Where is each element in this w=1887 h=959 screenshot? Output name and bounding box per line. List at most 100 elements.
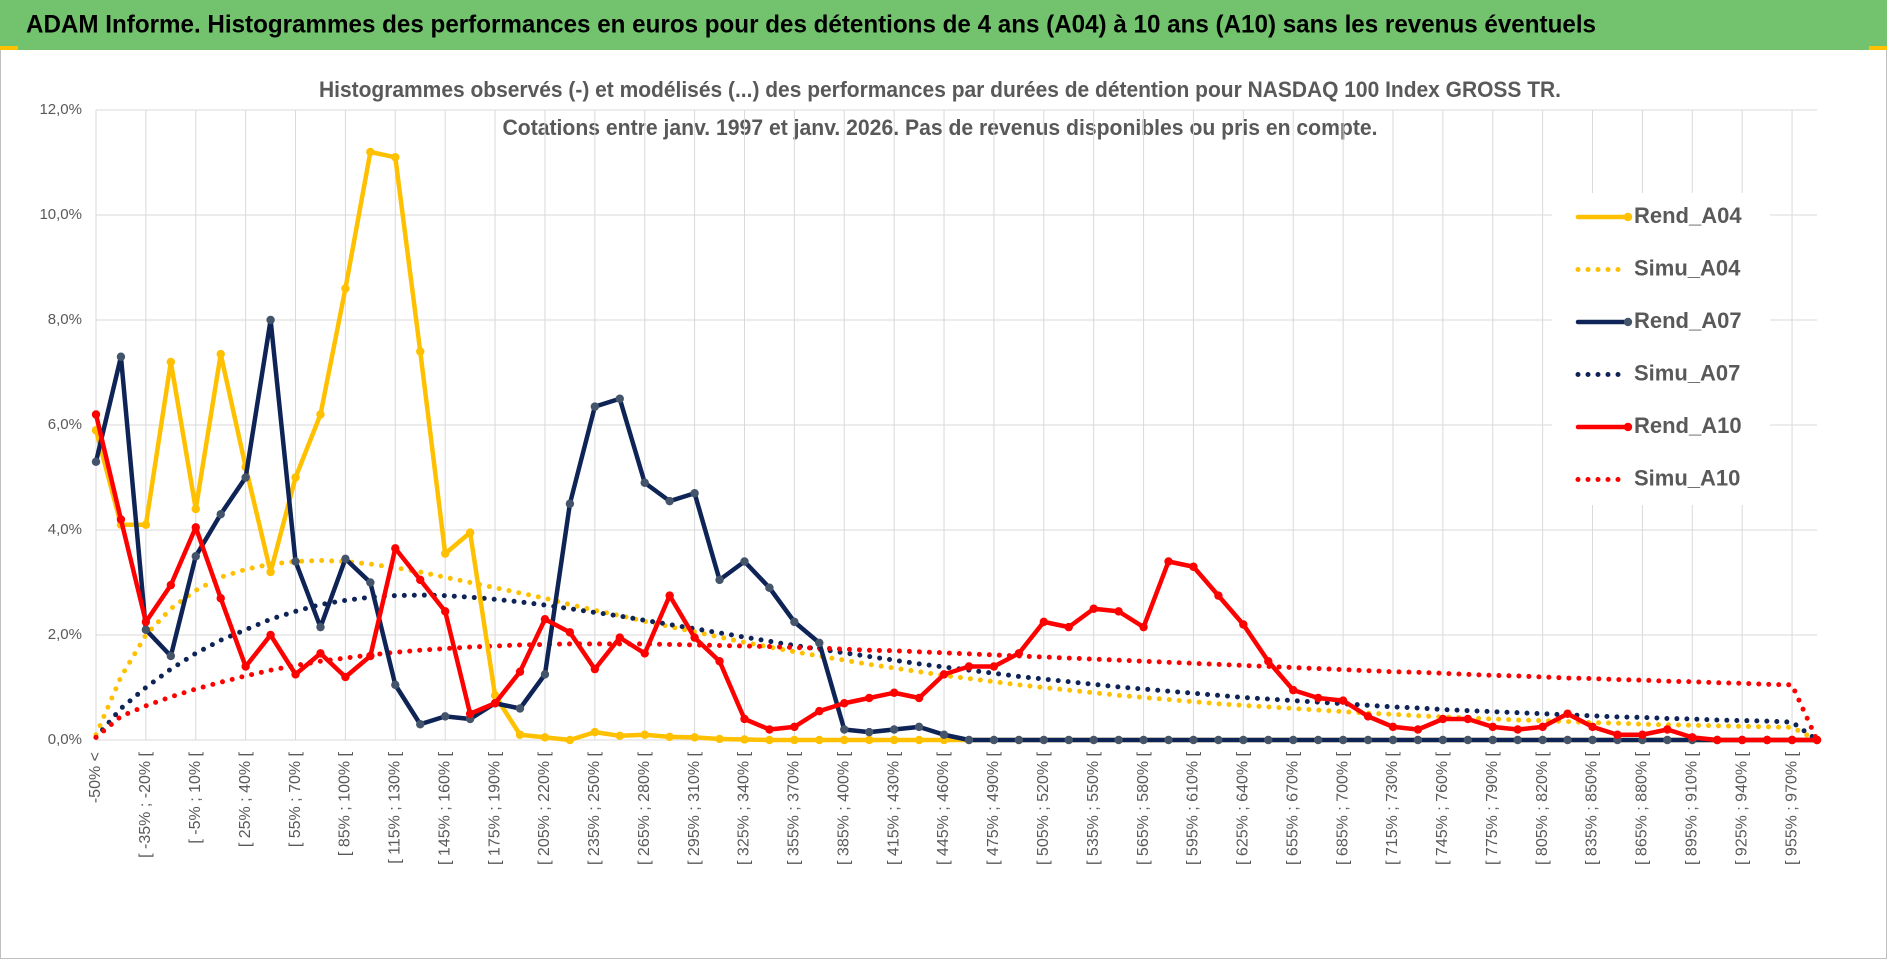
- point: [515, 667, 525, 676]
- point: [1363, 712, 1373, 721]
- point: [266, 315, 275, 325]
- point: [790, 722, 799, 732]
- point: [141, 520, 151, 529]
- point: [465, 709, 475, 718]
- x-tick-label: [ 205% ; 220% [: [536, 751, 553, 865]
- point: [1713, 735, 1722, 745]
- point: [1289, 685, 1298, 695]
- point: [241, 473, 250, 482]
- point: [565, 628, 575, 637]
- x-tick-label: [ -35% ; -20% [: [137, 751, 154, 857]
- point: [291, 670, 300, 679]
- point: [1114, 607, 1123, 616]
- point: [316, 649, 325, 658]
- point: [989, 735, 999, 745]
- point: [815, 706, 824, 716]
- point: [615, 731, 624, 740]
- point: [615, 633, 624, 642]
- point: [715, 575, 724, 585]
- legend-label: Rend_A10: [1634, 413, 1742, 438]
- point: [91, 410, 101, 419]
- point: [914, 722, 924, 732]
- x-tick-label: [ 85% ; 100% [: [337, 751, 354, 856]
- point: [740, 735, 749, 744]
- point: [1688, 733, 1697, 742]
- point: [490, 699, 500, 708]
- point: [590, 664, 600, 674]
- point: [1613, 730, 1622, 739]
- legend-marker: [1623, 422, 1633, 432]
- point: [889, 735, 899, 745]
- point: [141, 617, 151, 627]
- legend-label: Simu_A04: [1634, 255, 1741, 280]
- point: [191, 504, 200, 514]
- point: [640, 649, 649, 658]
- point: [1513, 725, 1522, 734]
- point: [216, 349, 225, 359]
- point: [1313, 735, 1323, 745]
- point: [341, 284, 350, 293]
- x-tick-label: [ 265% ; 280% [: [636, 751, 653, 865]
- point: [615, 394, 624, 403]
- point: [790, 735, 799, 745]
- point: [1762, 735, 1772, 745]
- point: [690, 633, 699, 642]
- point: [391, 153, 400, 162]
- point: [1189, 735, 1198, 745]
- point: [1039, 617, 1048, 627]
- point: [914, 735, 924, 745]
- point: [116, 352, 126, 361]
- x-tick-label: [ 835% ; 850% [: [1584, 751, 1601, 865]
- point: [1463, 714, 1473, 724]
- point: [166, 651, 176, 661]
- point: [216, 510, 225, 519]
- point: [1538, 735, 1547, 745]
- point: [1239, 620, 1248, 629]
- y-tick-label: 6,0%: [48, 416, 82, 433]
- legend-marker: [1623, 317, 1633, 327]
- legend-label: Simu_A07: [1634, 360, 1740, 385]
- point: [1363, 735, 1373, 745]
- x-tick-label: [ 295% ; 310% [: [686, 751, 703, 865]
- point: [341, 672, 350, 682]
- point: [291, 557, 300, 566]
- legend-box: [1552, 193, 1770, 505]
- point: [964, 662, 974, 671]
- point: [191, 552, 200, 561]
- point: [865, 693, 874, 703]
- header-band: [0, 0, 1887, 50]
- x-tick-label: [ 115% ; 130% [: [387, 751, 404, 863]
- point: [540, 615, 550, 624]
- point: [1563, 735, 1572, 745]
- point: [1538, 722, 1547, 732]
- point: [341, 554, 350, 564]
- point: [1588, 735, 1597, 745]
- point: [1313, 693, 1323, 703]
- corner-accent: [1869, 46, 1887, 50]
- point: [665, 496, 674, 506]
- point: [790, 617, 799, 627]
- point: [391, 680, 400, 690]
- point: [291, 473, 300, 482]
- point: [939, 730, 949, 739]
- point: [815, 638, 824, 648]
- point: [1488, 735, 1497, 745]
- x-tick-label: [ 475% ; 490% [: [985, 751, 1002, 865]
- legend-marker: [1623, 212, 1633, 222]
- y-tick-label: 10,0%: [39, 206, 82, 223]
- point: [1638, 730, 1647, 739]
- point: [1588, 722, 1597, 732]
- point: [939, 670, 949, 679]
- point: [1089, 735, 1098, 745]
- point: [889, 688, 899, 697]
- y-tick-label: 12,0%: [39, 101, 82, 118]
- x-tick-label: [ 355% ; 370% [: [786, 751, 803, 865]
- point: [740, 714, 749, 724]
- x-tick-label: [ 655% ; 670% [: [1284, 751, 1301, 865]
- point: [715, 734, 724, 744]
- x-tick-label: [ 325% ; 340% [: [736, 751, 753, 865]
- point: [465, 528, 475, 537]
- point: [1014, 735, 1024, 745]
- point: [1663, 725, 1672, 734]
